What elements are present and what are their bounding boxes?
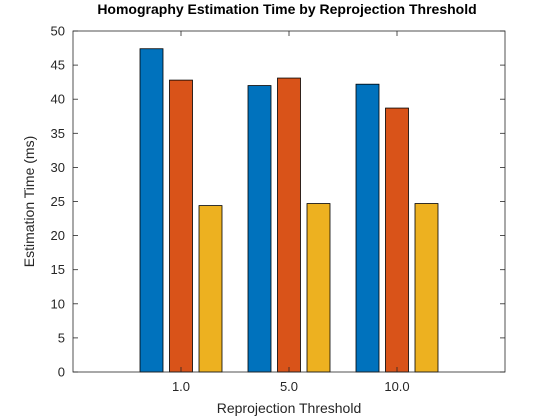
y-tick-label: 20: [51, 228, 65, 243]
bar-series1-5.0: [247, 85, 272, 373]
y-tick-label: 25: [51, 194, 65, 209]
y-tick-label: 40: [51, 92, 65, 107]
y-tick-label: 35: [51, 126, 65, 141]
bar-series3-5.0: [306, 203, 331, 373]
x-axis-ticks: 1.0 5.0 10.0: [172, 31, 410, 394]
y-tick-label: 5: [58, 330, 65, 345]
bar-series3-1.0: [198, 205, 223, 373]
bar-series1-1.0: [139, 48, 164, 373]
bars-group: [139, 48, 439, 373]
bar-series2-5.0: [277, 77, 301, 373]
y-tick-label: 0: [58, 365, 65, 380]
y-tick-label: 50: [51, 24, 65, 39]
bar-series2-10.0: [385, 107, 409, 373]
chart-title: Homography Estimation Time by Reprojecti…: [97, 1, 476, 17]
y-tick-label: 45: [51, 58, 65, 73]
plot-frame: [72, 30, 506, 373]
x-tick-label: 10.0: [384, 379, 409, 394]
y-tick-label: 10: [51, 296, 65, 311]
y-tick-label: 15: [51, 262, 65, 277]
y-axis-ticks: 0 5 10 15 20 25 30 35 40 45 50: [51, 24, 505, 380]
x-tick-label: 1.0: [172, 379, 190, 394]
bar-series1-10.0: [355, 83, 380, 373]
y-axis-label: Estimation Time (ms): [21, 136, 37, 267]
x-tick-label: 5.0: [280, 379, 298, 394]
bar-series2-1.0: [169, 79, 193, 373]
y-tick-label: 30: [51, 160, 65, 175]
x-axis-label: Reprojection Threshold: [217, 400, 362, 416]
bar-series3-10.0: [414, 203, 439, 373]
